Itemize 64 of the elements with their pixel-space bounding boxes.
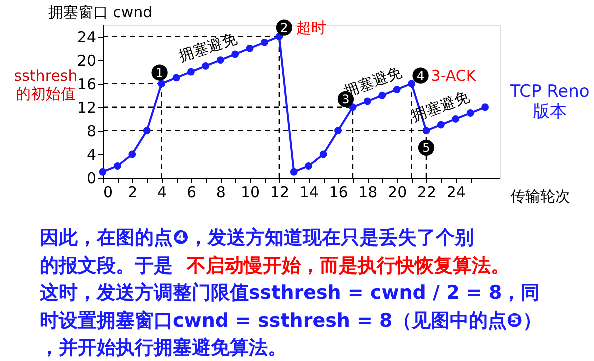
point — [422, 127, 430, 135]
text: 时设置拥塞窗口cwnd = ssthresh = 8（见图中的点❺） — [40, 310, 542, 332]
x-tick-label: 14 — [300, 184, 319, 202]
text: ，并开始执行拥塞避免算法。 — [40, 337, 287, 359]
point — [334, 127, 342, 135]
x-tick-label: 2 — [128, 184, 138, 202]
point — [393, 86, 401, 94]
point — [466, 110, 474, 117]
point — [246, 44, 254, 52]
y-tick-label: 20 — [77, 52, 96, 70]
point — [99, 168, 107, 176]
annotation: 拥塞避免 — [409, 88, 472, 126]
point — [378, 92, 386, 100]
point — [261, 38, 268, 46]
x-tick-label: 0 — [104, 184, 114, 202]
text: 因此，在图的点❹，发送方知道现在只是丢失了个别 — [40, 227, 474, 249]
point — [216, 56, 224, 64]
x-tick-label: 4 — [158, 184, 168, 202]
y-tick-label: 24 — [77, 28, 96, 46]
point — [482, 104, 490, 112]
point — [128, 150, 136, 158]
annotation: 超时 — [296, 18, 326, 37]
x-tick-label: 16 — [329, 184, 348, 202]
point — [290, 168, 298, 176]
point — [188, 68, 195, 76]
point — [232, 50, 240, 58]
text: 这时，发送方调整门限值ssthresh = cwnd / 2 = 8，同 — [39, 282, 540, 304]
point — [114, 162, 122, 170]
x-tick-label: 10 — [240, 184, 260, 202]
point — [305, 162, 313, 170]
point — [452, 115, 460, 123]
annotation: ssthresh 的初始值 — [14, 66, 78, 103]
x-tick-label: 6 — [186, 184, 196, 202]
y-axis-title: 拥塞窗口 cwnd — [48, 4, 153, 22]
annotation: 4 — [416, 68, 425, 83]
annotation: 5 — [422, 140, 430, 155]
point — [364, 98, 372, 106]
x-tick-label: 12 — [270, 184, 290, 202]
x-tick-label: 18 — [358, 184, 378, 202]
y-tick-label: 12 — [77, 98, 96, 117]
annotation: 1 — [156, 66, 164, 80]
point — [172, 74, 180, 82]
y-tick-label: 0 — [86, 170, 96, 188]
point — [202, 62, 210, 70]
point — [437, 121, 445, 129]
annotation: 2 — [280, 20, 288, 35]
y-tick-label: 16 — [77, 75, 96, 94]
x-axis-title: 传输轮次 — [510, 188, 570, 206]
text: 的报文段。于是 — [40, 255, 173, 277]
x-tick-label: 20 — [388, 184, 408, 202]
x-tick-label: 22 — [417, 184, 437, 202]
annotation: 拥塞避免 — [176, 30, 240, 66]
x-tick-label: 24 — [446, 184, 466, 202]
annotation: 3 — [342, 92, 350, 106]
text: 不启动慢开始，而是执行快恢复算法。 — [186, 255, 510, 277]
point — [158, 80, 166, 88]
x-tick-label: 8 — [216, 184, 226, 202]
annotation: 3-ACK — [431, 66, 478, 85]
point — [320, 150, 328, 158]
text: TCP Reno 版本 — [509, 82, 590, 122]
point — [143, 127, 151, 135]
point — [408, 80, 416, 88]
y-tick-label: 8 — [86, 122, 96, 140]
y-tick-label: 4 — [86, 146, 96, 164]
